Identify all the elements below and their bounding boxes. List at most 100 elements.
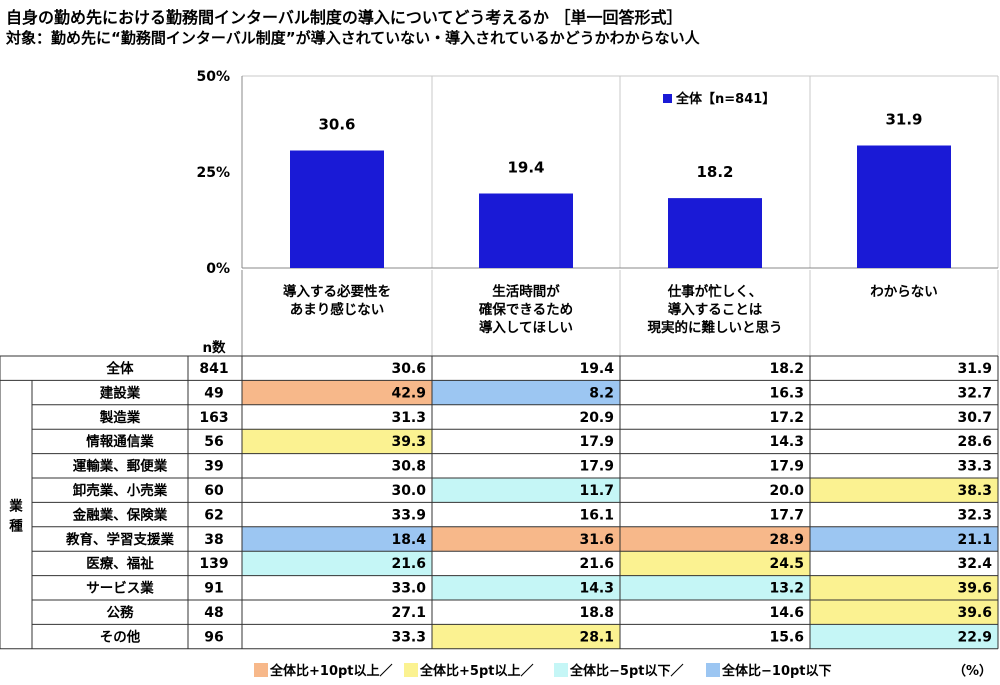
cell-value: 42.9 (391, 385, 426, 401)
row-label: 全体 (106, 360, 134, 377)
legend-key-swatch (404, 663, 418, 677)
cell-value: 30.0 (391, 483, 426, 499)
chart-subtitle: 対象：勤め先に“勤務間インターバル制度”が導入されていない・導入されているかどう… (6, 29, 700, 47)
cell-value: 16.1 (579, 507, 614, 523)
cell-value: 31.6 (579, 532, 614, 548)
cell-highlight (620, 551, 810, 576)
cell-value: 39.6 (957, 581, 992, 597)
y-tick-label: 25% (196, 165, 230, 181)
category-label: 仕事が忙しく、 (667, 283, 763, 300)
cell-value: 21.6 (579, 556, 614, 572)
cell-value: 13.2 (769, 581, 804, 597)
bar-value-label: 31.9 (885, 111, 922, 129)
cell-value: 17.9 (769, 459, 804, 475)
cell-highlight (432, 380, 620, 405)
row-n: 56 (204, 434, 223, 450)
cell-value: 28.9 (769, 532, 804, 548)
category-label: わからない (870, 284, 938, 300)
cell-highlight (432, 624, 620, 649)
cell-value: 21.6 (391, 556, 426, 572)
bar (479, 193, 573, 268)
legend-swatch (663, 94, 672, 103)
category-label: あまり感じない (290, 301, 385, 318)
category-label: 導入してほしい (479, 319, 573, 336)
row-label: 卸売業、小売業 (73, 482, 168, 499)
cell-highlight (810, 575, 998, 600)
cell-value: 20.0 (769, 483, 804, 499)
bar-value-label: 19.4 (507, 159, 544, 177)
cell-value: 33.3 (391, 629, 426, 645)
cell-value: 17.7 (769, 507, 804, 523)
cell-value: 14.6 (769, 605, 804, 621)
row-n: 91 (204, 581, 223, 597)
row-n: 38 (204, 532, 223, 548)
row-label: サービス業 (86, 580, 154, 597)
cell-value: 28.1 (579, 629, 614, 645)
cell-value: 17.9 (579, 434, 614, 450)
cell-value: 14.3 (579, 581, 614, 597)
cell-value: 24.5 (769, 556, 804, 572)
legend-key-swatch (554, 663, 568, 677)
cell-highlight (432, 575, 620, 600)
cell-highlight (242, 429, 432, 454)
group-label: 業 (8, 498, 23, 515)
row-label: 医療、福祉 (86, 555, 154, 572)
cell-value: 18.8 (579, 605, 614, 621)
row-n: 139 (199, 556, 228, 572)
cell-value: 21.1 (957, 532, 992, 548)
group-label: 種 (9, 518, 23, 535)
bar-value-label: 18.2 (696, 163, 733, 181)
unit-label: （%） (953, 663, 992, 679)
bar (290, 150, 384, 268)
cell-value: 30.6 (391, 361, 426, 377)
row-label: その他 (100, 628, 141, 645)
cell-highlight (242, 380, 432, 405)
cell-value: 33.3 (957, 459, 992, 475)
row-label: 金融業、保険業 (72, 506, 168, 523)
category-label: 生活時間が (492, 283, 560, 300)
cell-value: 20.9 (579, 410, 614, 426)
cell-value: 38.3 (957, 483, 992, 499)
cell-highlight (242, 551, 432, 576)
category-label: 導入する必要性を (283, 283, 391, 300)
cell-value: 17.9 (579, 459, 614, 475)
cell-highlight (432, 478, 620, 503)
cell-value: 27.1 (391, 605, 426, 621)
row-label: 建設業 (99, 384, 141, 401)
cell-value: 22.9 (957, 629, 992, 645)
row-n: 39 (204, 459, 223, 475)
row-n: 62 (204, 507, 223, 523)
row-n: 841 (199, 361, 228, 377)
row-n: 48 (204, 605, 223, 621)
row-n: 49 (204, 385, 223, 401)
n-header: n数 (202, 339, 226, 356)
cell-value: 33.9 (391, 507, 426, 523)
cell-highlight (432, 526, 620, 552)
cell-value: 16.3 (769, 385, 804, 401)
cell-value: 11.7 (579, 483, 614, 499)
row-label: 公務 (107, 604, 134, 621)
category-label: 現実的に難しいと思う (648, 319, 783, 336)
cell-value: 33.0 (391, 581, 426, 597)
cell-value: 18.4 (391, 532, 426, 548)
cell-highlight (810, 526, 998, 552)
legend-key-label: 全体比+5pt以上／ (419, 663, 533, 679)
y-tick-label: 0% (206, 261, 230, 277)
cell-highlight (620, 575, 810, 600)
row-n: 163 (199, 410, 228, 426)
row-n: 96 (204, 629, 223, 645)
cell-value: 30.8 (391, 459, 426, 475)
cell-value: 39.3 (391, 434, 426, 450)
cell-value: 18.2 (769, 361, 804, 377)
cell-value: 14.3 (769, 434, 804, 450)
chart-title: 自身の勤め先における勤務間インターバル制度の導入についてどう考えるか ［単一回答… (6, 8, 683, 27)
legend-key-label: 全体比−5pt以下／ (569, 663, 683, 679)
cell-value: 28.6 (957, 434, 992, 450)
cell-value: 15.6 (769, 629, 804, 645)
legend-key-swatch (706, 663, 720, 677)
cell-highlight (810, 600, 998, 625)
bar-value-label: 30.6 (318, 115, 355, 133)
cell-value: 39.6 (957, 605, 992, 621)
bar (857, 145, 951, 268)
